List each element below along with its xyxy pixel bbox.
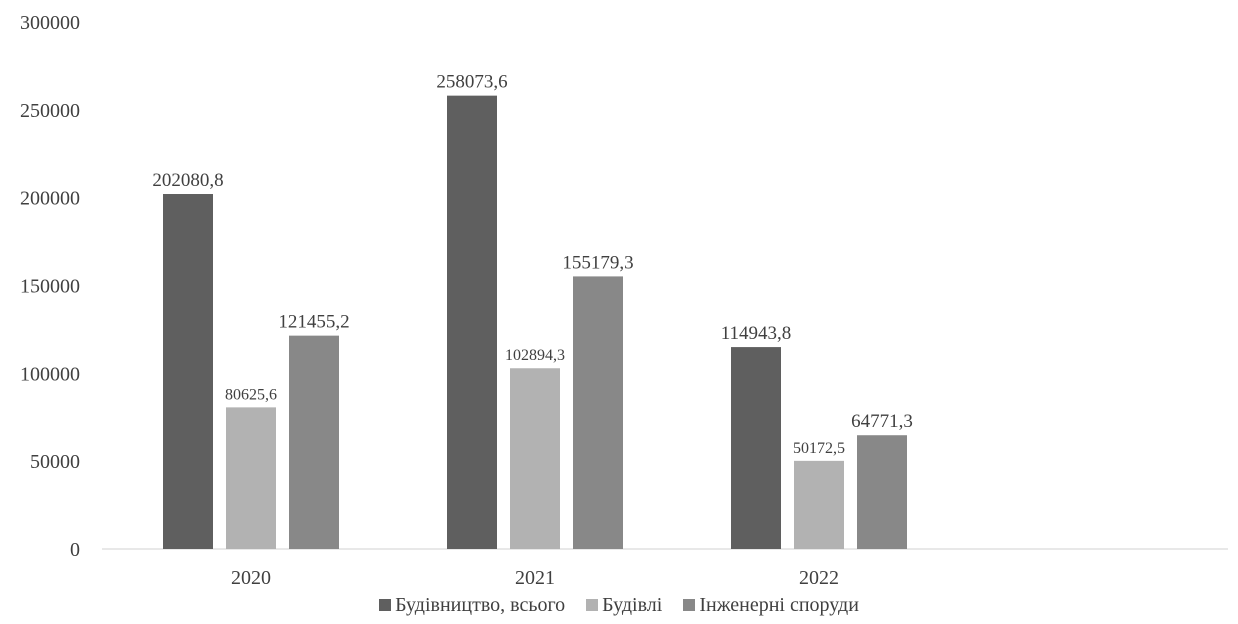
legend-swatch-buildings (586, 599, 599, 611)
data-label: 102894,3 (505, 347, 565, 364)
y-tick-label: 250000 (20, 100, 80, 122)
legend-label-engineering-structures: Інженерні споруди (699, 594, 859, 616)
y-tick-label: 100000 (20, 363, 80, 385)
data-label: 80625,6 (225, 386, 277, 403)
x-tick-label: 2021 (515, 567, 555, 589)
bar (731, 347, 781, 549)
data-label: 64771,3 (851, 411, 913, 432)
data-label: 121455,2 (278, 312, 349, 333)
y-tick-label: 50000 (30, 451, 80, 473)
y-tick-label: 200000 (20, 188, 80, 210)
data-label: 50172,5 (793, 440, 845, 457)
x-tick-label: 2020 (231, 567, 271, 589)
legend-item-construction-total: Будівництво, всього (379, 594, 565, 617)
legend: Будівництво, всього Будівлі Інженерні сп… (0, 594, 1238, 617)
data-label: 155179,3 (562, 252, 633, 273)
legend-item-buildings: Будівлі (586, 594, 662, 617)
bar (857, 435, 907, 549)
data-label: 114943,8 (721, 323, 792, 344)
data-label: 202080,8 (152, 170, 223, 191)
bar (226, 407, 276, 549)
legend-item-engineering-structures: Інженерні споруди (683, 594, 859, 617)
legend-swatch-construction-total (379, 599, 392, 611)
x-tick-label: 2022 (799, 567, 839, 589)
bar (510, 368, 560, 549)
y-tick-label: 0 (70, 539, 80, 561)
y-tick-label: 150000 (20, 276, 80, 298)
legend-swatch-engineering-structures (683, 599, 696, 611)
legend-label-buildings: Будівлі (602, 594, 663, 616)
bar (447, 95, 497, 550)
bar (163, 194, 213, 549)
data-label: 258073,6 (436, 72, 507, 93)
bar (289, 335, 339, 549)
y-tick-label: 300000 (20, 12, 80, 34)
bar-chart: 0 50000 100000 150000 200000 250000 300000 2020… (20, 12, 1228, 589)
legend-label-construction-total: Будівництво, всього (395, 594, 566, 616)
bar (573, 276, 623, 549)
bar (794, 460, 844, 549)
